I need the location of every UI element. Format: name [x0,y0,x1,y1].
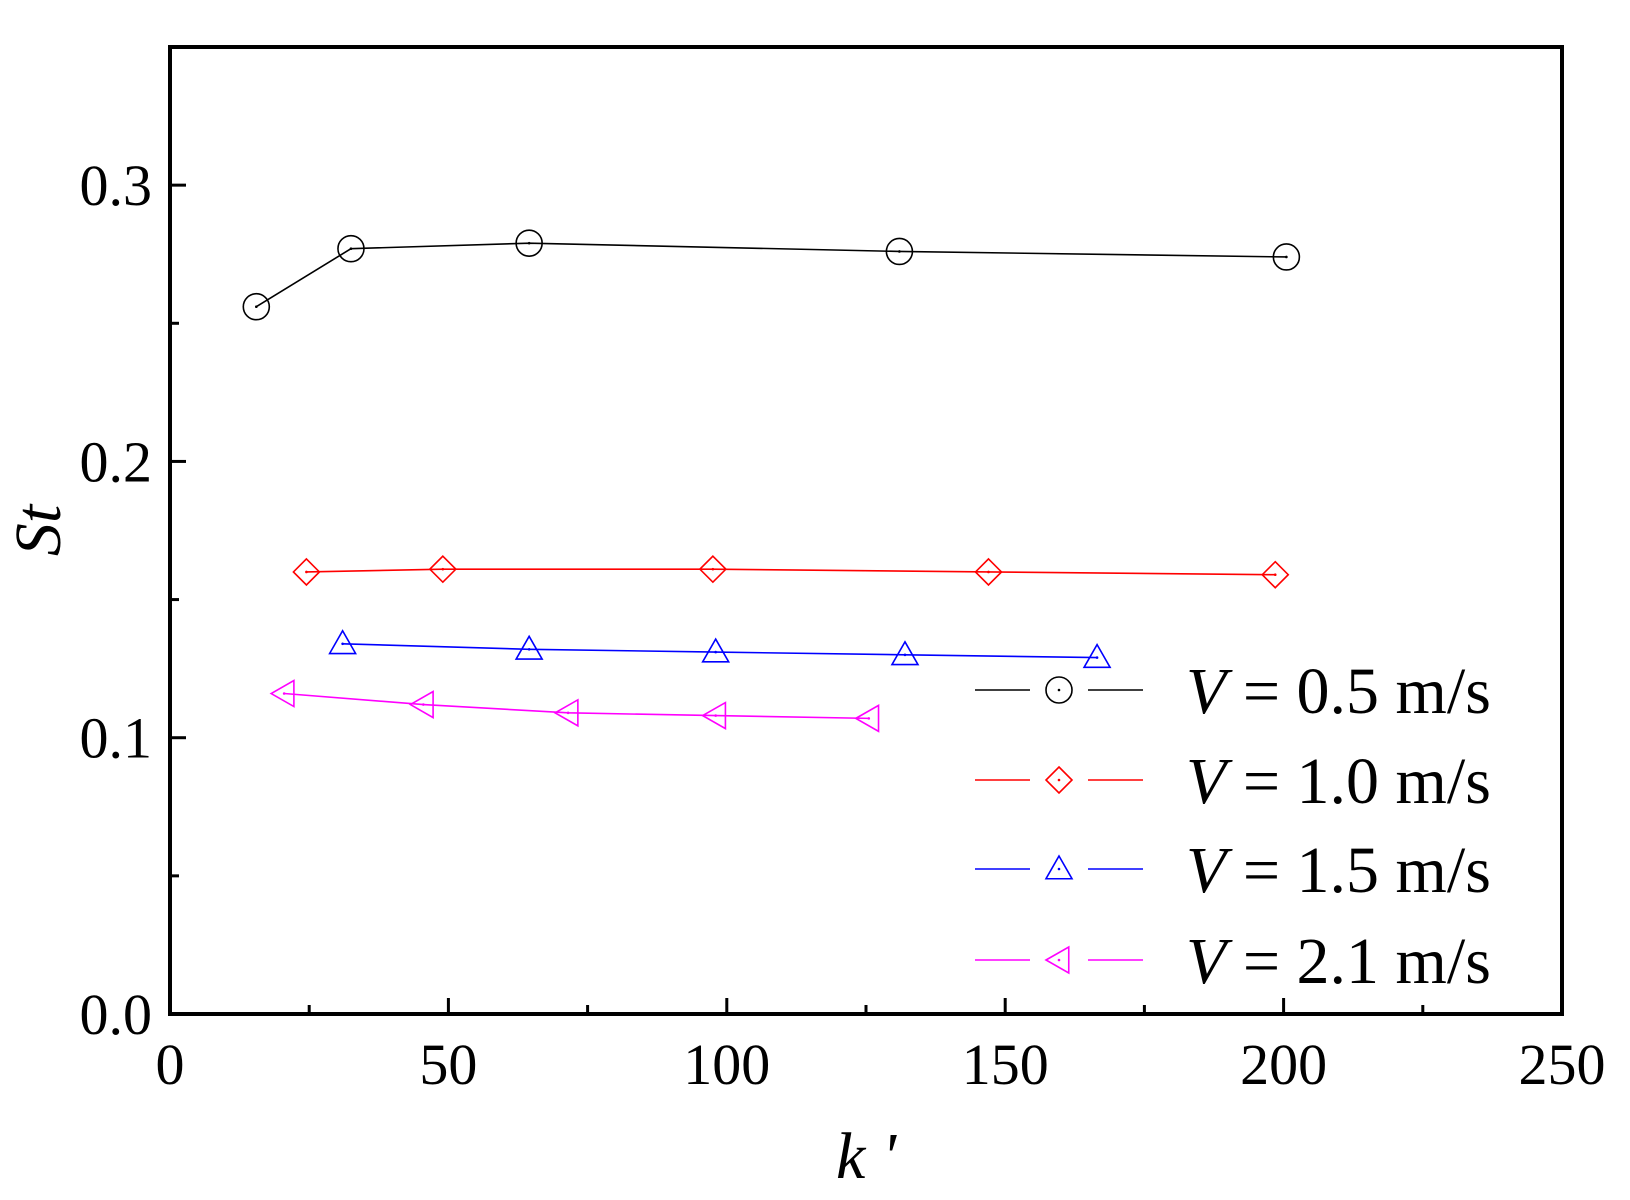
marker-center-dot [714,650,717,654]
legend-label: V = 0.5 m/s [1186,655,1491,728]
marker-center-dot [349,247,353,250]
legend-variable: V [1186,655,1233,728]
marker-center-dot [1285,255,1288,259]
series-3 [328,629,1112,669]
legend-value: = 2.1 m/s [1226,925,1491,998]
marker-center-dot [898,250,901,253]
marker-center-dot [341,642,344,646]
data-point [514,634,544,660]
data-point [1082,642,1112,669]
data-point [701,701,727,730]
data-point [885,237,914,266]
marker-center-dot [714,714,717,717]
legend-marker [1044,945,1070,975]
marker-center-dot [1273,573,1277,577]
legend-label: V = 1.5 m/s [1186,834,1491,907]
data-point [854,703,880,733]
legend-entry: V = 1.0 m/s [975,745,1491,818]
marker-center-dot [305,570,308,574]
y-tick-label: 0.1 [80,706,153,771]
x-tick-label: 100 [683,1032,770,1097]
data-point [242,292,271,321]
legend-value: = 0.5 m/s [1226,655,1491,728]
legend-entry: V = 0.5 m/s [975,655,1491,728]
data-point [408,690,434,719]
marker-center-dot [255,305,258,309]
data-point [701,637,731,663]
marker-center-dot [527,648,531,651]
data-point [515,229,543,257]
marker-center-dot [867,717,871,720]
series-2 [292,555,1290,589]
legend-variable: V [1186,834,1233,907]
x-tick-label: 50 [419,1032,477,1097]
x-tick-label: 150 [962,1032,1049,1097]
data-point [428,555,457,584]
data-point [328,629,357,655]
x-axis-label: k ' [836,1120,898,1193]
data-point [974,557,1003,587]
marker-center-dot [282,692,286,695]
y-axis-label: St [2,503,75,556]
marker-center-dot [711,567,715,571]
data-point [1272,243,1301,271]
legend-value: = 1.5 m/s [1226,834,1491,907]
marker-center-dot [903,653,907,657]
series-1 [242,229,1301,321]
data-point [292,557,321,587]
marker-center-dot [1095,656,1099,659]
data-point [698,555,728,584]
series-4 [269,679,880,733]
legend-value: = 1.0 m/s [1226,745,1491,818]
legend-entry: V = 1.5 m/s [975,834,1491,907]
x-tick-label: 0 [156,1032,185,1097]
legend-label: V = 1.0 m/s [1186,745,1491,818]
marker-center-dot [441,567,445,571]
series-group [242,229,1301,733]
data-point [337,234,365,263]
legend-marker [1044,765,1074,795]
data-point [1261,560,1290,589]
marker-center-dot [1057,867,1061,871]
marker-center-dot [527,241,531,245]
legend-entry: V = 2.1 m/s [975,925,1491,998]
marker-center-dot [1057,778,1061,782]
data-point [890,640,920,666]
marker-center-dot [1057,688,1061,692]
series-line [255,242,1287,308]
y-tick-label: 0.2 [80,429,153,494]
marker-center-dot [987,570,990,574]
data-point [553,698,579,728]
legend-variable: V [1186,925,1233,998]
legend-marker [1044,854,1074,880]
plot-frame [168,45,1564,1016]
tick-labels: 0 50 100 150 200 250 0.0 0.1 0.2 0.3 [80,153,1606,1097]
x-tick-label: 200 [1240,1032,1327,1097]
legend-label: V = 2.1 m/s [1186,925,1491,998]
legend-variable: V [1186,745,1233,818]
data-point [269,679,295,708]
marker-center-dot [566,711,570,715]
x-tick-label: 250 [1519,1032,1606,1097]
y-tick-label: 0.0 [80,982,153,1047]
marker-center-dot [1057,958,1061,962]
series-line [284,692,869,720]
marker-center-dot [422,703,425,706]
y-tick-label: 0.3 [80,153,153,218]
legend: V = 0.5 m/sV = 1.0 m/sV = 1.5 m/sV = 2.1… [975,655,1491,998]
legend-marker [1045,676,1073,704]
